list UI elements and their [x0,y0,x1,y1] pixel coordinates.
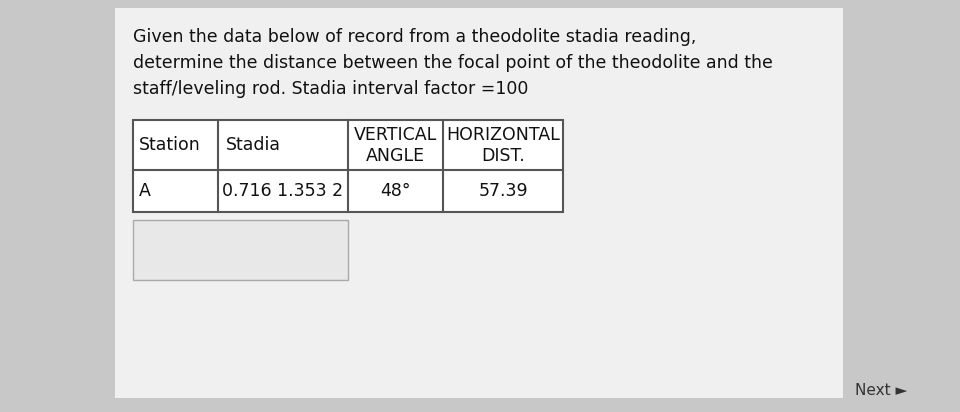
Text: A: A [139,182,151,200]
Text: staff/leveling rod. Stadia interval factor =100: staff/leveling rod. Stadia interval fact… [133,80,528,98]
Text: Next ►: Next ► [855,383,907,398]
Text: Station: Station [139,136,201,154]
Text: VERTICAL: VERTICAL [354,126,437,144]
Text: determine the distance between the focal point of the theodolite and the: determine the distance between the focal… [133,54,773,72]
Text: Stadia: Stadia [226,136,281,154]
Bar [133,120,563,212]
Text: 48°: 48° [380,182,411,200]
Text: HORIZONTAL: HORIZONTAL [446,126,560,144]
Text: Given the data below of record from a theodolite stadia reading,: Given the data below of record from a th… [133,28,696,46]
Bar [115,8,843,398]
Text: 0.716 1.353 2: 0.716 1.353 2 [223,182,344,200]
Text: 57.39: 57.39 [478,182,528,200]
Bar [133,220,348,280]
Text: DIST.: DIST. [481,147,525,165]
Bar [133,120,563,212]
Text: ANGLE: ANGLE [366,147,425,165]
